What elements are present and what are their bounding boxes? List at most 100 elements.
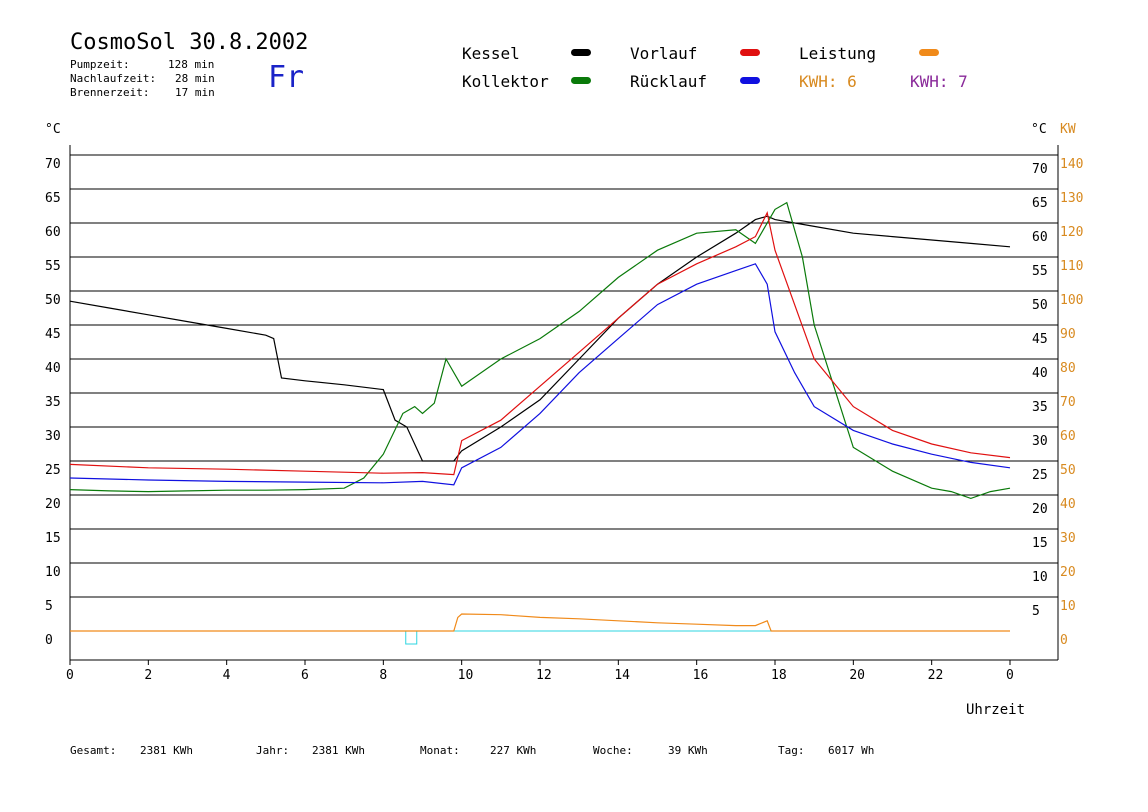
legend-leistung-swatch — [919, 49, 939, 56]
left-tick-label: 60 — [45, 225, 61, 240]
left-tick-label: 15 — [45, 531, 61, 546]
legend-kwh-6: KWH: 6 — [799, 72, 857, 91]
right-tick-label-kw: 140 — [1060, 157, 1083, 172]
legend-kessel-swatch — [571, 49, 591, 56]
left-tick-label: 35 — [45, 395, 61, 410]
stat-nachlaufzeit-label: Nachlaufzeit: — [70, 72, 157, 85]
right-tick-label-kw: 60 — [1060, 429, 1076, 444]
footer-woche-label: Woche: — [593, 744, 633, 757]
right-axis-unit-c: °C — [1031, 122, 1047, 137]
right-tick-label-c: 55 — [1032, 264, 1048, 279]
stat-brennerzeit-value: 17 min — [175, 86, 215, 99]
right-tick-label-kw: 110 — [1060, 259, 1083, 274]
right-tick-label-c: 40 — [1032, 366, 1048, 381]
right-tick-label-kw: 50 — [1060, 463, 1076, 478]
series-line-kessel — [69, 215, 1011, 462]
right-tick-label-c: 60 — [1032, 230, 1048, 245]
right-tick-label-kw: 130 — [1060, 191, 1083, 206]
x-tick-label: 4 — [223, 668, 231, 683]
legend-kessel-label: Kessel — [462, 44, 520, 63]
right-tick-label-c: 15 — [1032, 536, 1048, 551]
left-tick-label: 45 — [45, 327, 61, 342]
right-tick-label-c: 70 — [1032, 162, 1048, 177]
footer-monat-label: Monat: — [420, 744, 460, 757]
left-axis-unit: °C — [45, 122, 61, 137]
left-tick-label: 55 — [45, 259, 61, 274]
left-tick-label: 25 — [45, 463, 61, 478]
legend-kollektor-label: Kollektor — [462, 72, 549, 91]
legend-vorlauf-swatch — [740, 49, 760, 56]
right-tick-label-c: 5 — [1032, 604, 1040, 619]
day-label: Fr — [268, 60, 305, 95]
footer-tag-value: 6017 Wh — [828, 744, 875, 757]
right-tick-label-kw: 40 — [1060, 497, 1076, 512]
x-axis-label: Uhrzeit — [966, 702, 1026, 718]
series-line-leistung — [70, 613, 1010, 632]
legend-ruecklauf-label: Rücklauf — [630, 72, 708, 91]
marker-box — [405, 630, 418, 645]
x-tick-label: 10 — [458, 668, 474, 683]
x-tick-label: 0 — [66, 668, 74, 683]
stat-pumpzeit-label: Pumpzeit: — [70, 58, 130, 71]
series-line-kollektor — [69, 201, 1011, 500]
footer-jahr-label: Jahr: — [256, 744, 290, 757]
legend-ruecklauf-swatch — [740, 77, 760, 84]
x-tick-label: 8 — [379, 668, 387, 683]
footer-jahr-value: 2381 KWh — [312, 744, 365, 757]
left-tick-label: 40 — [45, 361, 61, 376]
x-tick-label: 16 — [693, 668, 709, 683]
right-tick-label-c: 20 — [1032, 502, 1048, 517]
chart-grid — [69, 145, 1059, 661]
x-tick-label: 2 — [144, 668, 152, 683]
right-tick-label-kw: 0 — [1060, 633, 1068, 648]
x-tick-label: 20 — [849, 668, 865, 683]
left-tick-label: 30 — [45, 429, 61, 444]
chart-ticks: 7065605550454035302520151050706560555045… — [45, 157, 1083, 683]
right-tick-label-kw: 80 — [1060, 361, 1076, 376]
right-tick-label-kw: 70 — [1060, 395, 1076, 410]
x-tick-label: 14 — [614, 668, 630, 683]
stat-nachlaufzeit-value: 28 min — [175, 72, 215, 85]
left-tick-label: 50 — [45, 293, 61, 308]
right-tick-label-kw: 10 — [1060, 599, 1076, 614]
x-tick-label: 12 — [536, 668, 552, 683]
left-tick-label: 20 — [45, 497, 61, 512]
x-tick-label: 6 — [301, 668, 309, 683]
legend-kollektor-swatch — [571, 77, 591, 84]
stat-brennerzeit-label: Brennerzeit: — [70, 86, 150, 99]
right-tick-label-kw: 20 — [1060, 565, 1076, 580]
footer-gesamt-label: Gesamt: — [70, 744, 117, 757]
x-tick-label: 22 — [928, 668, 944, 683]
right-tick-label-c: 30 — [1032, 434, 1048, 449]
right-tick-label-c: 45 — [1032, 332, 1048, 347]
series-line-rcklauf — [69, 263, 1011, 486]
left-tick-label: 70 — [45, 157, 61, 172]
right-tick-label-kw: 100 — [1060, 293, 1083, 308]
legend-kwh-7: KWH: 7 — [910, 72, 968, 91]
footer-tag-label: Tag: — [778, 744, 805, 757]
left-tick-label: 65 — [45, 191, 61, 206]
right-tick-label-c: 50 — [1032, 298, 1048, 313]
legend-vorlauf-label: Vorlauf — [630, 44, 698, 63]
right-tick-label-kw: 30 — [1060, 531, 1076, 546]
right-tick-label-kw: 120 — [1060, 225, 1083, 240]
chart-plot — [69, 201, 1011, 632]
footer-woche-value: 39 KWh — [668, 744, 708, 757]
footer-gesamt-value: 2381 KWh — [140, 744, 193, 757]
legend-leistung-label: Leistung — [799, 44, 877, 63]
x-tick-label: 18 — [771, 668, 787, 683]
right-tick-label-c: 65 — [1032, 196, 1048, 211]
left-tick-label: 0 — [45, 633, 53, 648]
page-title: CosmoSol 30.8.2002 — [70, 30, 309, 55]
left-tick-label: 10 — [45, 565, 61, 580]
right-axis-unit-kw: KW — [1060, 122, 1076, 137]
x-tick-label: 0 — [1006, 668, 1014, 683]
right-tick-label-c: 35 — [1032, 400, 1048, 415]
stat-pumpzeit-value: 128 min — [168, 58, 215, 71]
right-tick-label-c: 10 — [1032, 570, 1048, 585]
left-tick-label: 5 — [45, 599, 53, 614]
right-tick-label-kw: 90 — [1060, 327, 1076, 342]
right-tick-label-c: 25 — [1032, 468, 1048, 483]
footer-monat-value: 227 KWh — [490, 744, 537, 757]
